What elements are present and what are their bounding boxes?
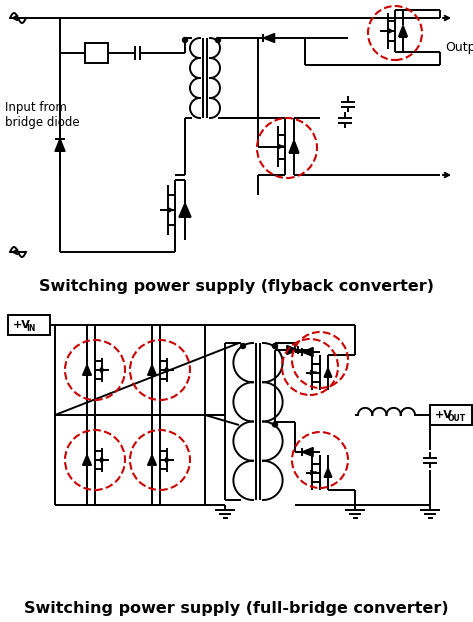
Polygon shape: [83, 364, 91, 375]
Text: Output: Output: [445, 42, 473, 55]
Text: +V: +V: [13, 320, 31, 330]
Text: Switching power supply (full-bridge converter): Switching power supply (full-bridge conv…: [24, 600, 448, 616]
Circle shape: [240, 343, 245, 348]
Polygon shape: [324, 468, 332, 477]
Polygon shape: [148, 455, 157, 465]
Polygon shape: [263, 34, 275, 42]
Circle shape: [272, 422, 278, 427]
Polygon shape: [148, 364, 157, 375]
Polygon shape: [179, 203, 191, 217]
Circle shape: [216, 37, 220, 42]
Text: Switching power supply (flyback converter): Switching power supply (flyback converte…: [38, 279, 433, 294]
Polygon shape: [302, 348, 313, 356]
Bar: [8, 315, 50, 335]
Polygon shape: [55, 139, 65, 151]
Polygon shape: [287, 345, 298, 355]
Text: IN: IN: [26, 324, 35, 333]
Polygon shape: [83, 455, 91, 465]
Polygon shape: [289, 140, 299, 153]
Circle shape: [183, 37, 187, 42]
Bar: [85, 43, 108, 63]
Polygon shape: [324, 368, 332, 377]
Text: +V: +V: [435, 410, 453, 420]
Polygon shape: [399, 26, 407, 37]
Polygon shape: [302, 447, 313, 457]
Bar: [430, 405, 472, 425]
Text: Input from
bridge diode: Input from bridge diode: [5, 101, 79, 129]
Text: OUT: OUT: [448, 414, 466, 423]
Circle shape: [272, 343, 278, 348]
